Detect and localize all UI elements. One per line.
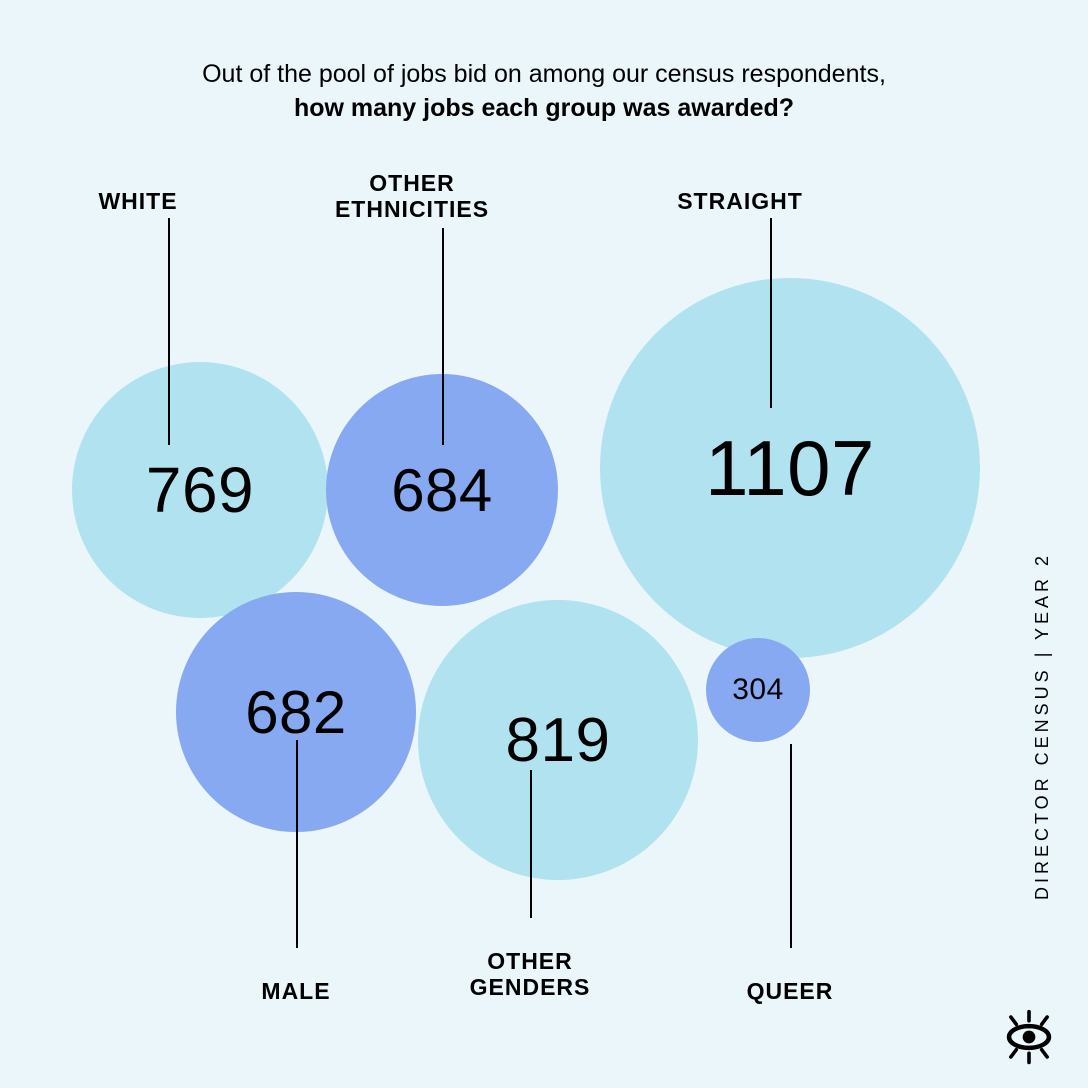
bubble-label-male: MALE xyxy=(176,978,416,1004)
bubble-value-straight: 1107 xyxy=(705,423,875,514)
connector-queer xyxy=(790,744,792,948)
bubble-straight: 1107 xyxy=(600,278,980,658)
bubble-label-other-ethnicities: OTHER ETHNICITIES xyxy=(292,170,532,223)
title-line-2: how many jobs each group was awarded? xyxy=(104,92,984,126)
bubble-white: 769 xyxy=(72,362,328,618)
bubble-queer: 304 xyxy=(706,638,810,742)
eye-icon xyxy=(1000,1008,1058,1066)
connector-straight xyxy=(770,218,772,408)
bubble-value-queer: 304 xyxy=(732,673,784,707)
bubble-label-other-genders: OTHER GENDERS xyxy=(410,948,650,1001)
bubble-value-white: 769 xyxy=(146,453,254,527)
bubble-label-white: WHITE xyxy=(18,188,258,214)
connector-other-genders xyxy=(530,770,532,918)
bubble-label-queer: QUEER xyxy=(670,978,910,1004)
connector-white xyxy=(168,218,170,445)
bubble-value-male: 682 xyxy=(245,678,347,747)
bubble-other-genders: 819 xyxy=(418,600,698,880)
bubble-value-other-genders: 819 xyxy=(506,705,611,776)
bubble-value-other-ethnicities: 684 xyxy=(391,456,493,525)
side-caption: DIRECTOR CENSUS | YEAR 2 xyxy=(1032,500,1053,900)
bubble-label-straight: STRAIGHT xyxy=(620,188,860,214)
chart-title: Out of the pool of jobs bid on among our… xyxy=(104,58,984,126)
connector-other-ethnicities xyxy=(442,228,444,445)
connector-male xyxy=(296,740,298,948)
title-line-1: Out of the pool of jobs bid on among our… xyxy=(104,58,984,92)
